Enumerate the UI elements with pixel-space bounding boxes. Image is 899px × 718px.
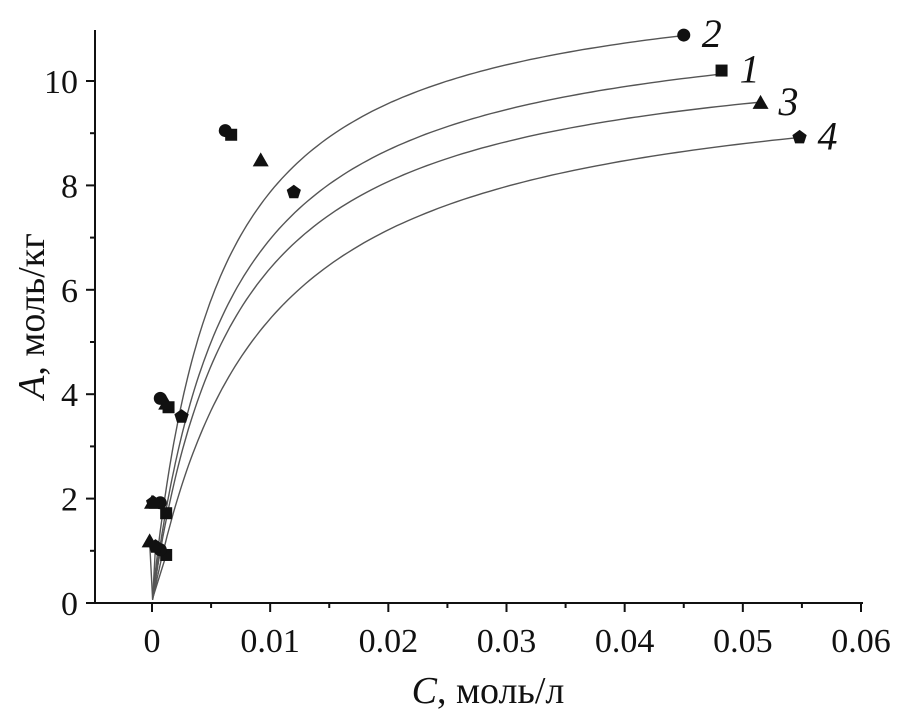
x-tick-label: 0.06 bbox=[831, 623, 891, 660]
series-4-point bbox=[148, 539, 163, 553]
series-3-point bbox=[252, 152, 269, 167]
series-4-point bbox=[792, 129, 807, 144]
axes bbox=[94, 30, 863, 604]
series-3-point bbox=[158, 395, 175, 410]
series-4-label: 4 bbox=[818, 113, 838, 158]
curves bbox=[148, 34, 800, 601]
y-tick-label: 6 bbox=[61, 273, 78, 310]
series-3-curve bbox=[148, 101, 761, 600]
series-1-point bbox=[715, 64, 728, 77]
x-axis-title: C, моль/л bbox=[412, 670, 565, 712]
y-tick-label: 10 bbox=[44, 64, 78, 101]
series-2-point bbox=[677, 28, 691, 42]
y-tick-label: 2 bbox=[61, 482, 78, 519]
x-tick-label: 0 bbox=[144, 623, 161, 660]
series-3-point bbox=[752, 94, 769, 109]
series-4-point bbox=[174, 409, 189, 423]
y-ticks: 0 2 4 6 8 10 bbox=[44, 64, 95, 623]
series-3-label: 3 bbox=[778, 79, 799, 124]
x-tick-label: 0.04 bbox=[595, 623, 655, 660]
y-axis-title: A, моль/кг bbox=[11, 233, 53, 402]
x-tick-label: 0.02 bbox=[359, 623, 419, 660]
y-tick-label: 4 bbox=[61, 377, 78, 414]
series-labels: 12 34 bbox=[702, 11, 838, 158]
y-tick-label: 0 bbox=[61, 586, 78, 623]
x-tick-label: 0.03 bbox=[477, 623, 537, 660]
series-1-curve bbox=[151, 73, 722, 599]
series-2-label: 2 bbox=[702, 11, 722, 56]
series-2-curve bbox=[151, 34, 684, 598]
markers bbox=[141, 28, 807, 561]
series-1-label: 1 bbox=[740, 47, 760, 92]
x-ticks: 0 0.01 0.02 0.03 0.04 0.05 0.06 bbox=[144, 603, 891, 660]
series-1-point bbox=[160, 507, 173, 520]
series-2-point bbox=[218, 124, 232, 138]
x-tick-label: 0.01 bbox=[240, 623, 300, 660]
x-tick-label: 0.05 bbox=[713, 623, 773, 660]
y-tick-label: 8 bbox=[61, 168, 78, 205]
series-4-point bbox=[146, 495, 161, 509]
series-4-curve bbox=[151, 136, 800, 601]
series-4-point bbox=[286, 184, 301, 199]
